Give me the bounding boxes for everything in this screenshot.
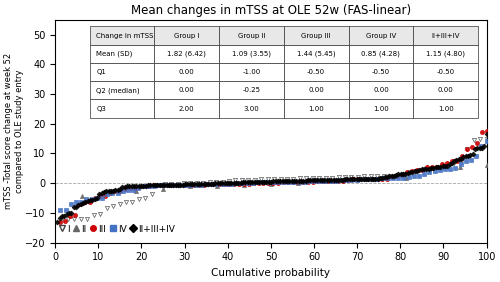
- X-axis label: Cumulative probability: Cumulative probability: [212, 268, 330, 278]
- Y-axis label: mTSS -Total score change at week 52
compared to OLE study entry: mTSS -Total score change at week 52 comp…: [4, 53, 24, 209]
- Legend: I, II, III, IV, II+III+IV: I, II, III, IV, II+III+IV: [60, 224, 175, 233]
- Title: Mean changes in mTSS at OLE 52w (FAS-linear): Mean changes in mTSS at OLE 52w (FAS-lin…: [131, 4, 411, 17]
